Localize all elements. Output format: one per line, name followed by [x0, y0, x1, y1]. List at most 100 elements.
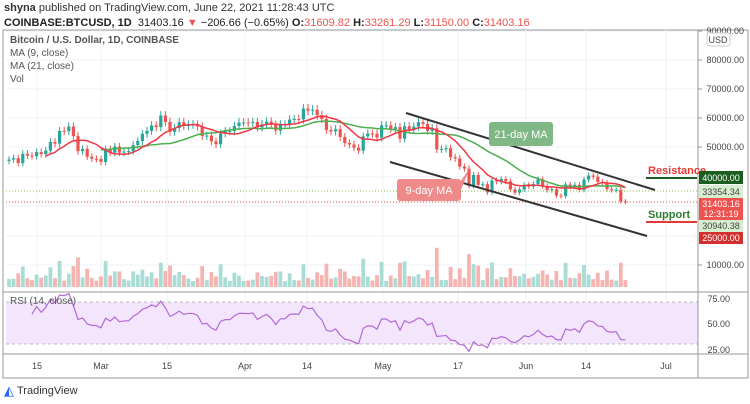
- candle: [559, 195, 563, 197]
- volume-bar: [66, 273, 71, 287]
- candle: [44, 150, 48, 155]
- candle: [352, 144, 356, 148]
- volume-bar: [287, 273, 292, 287]
- volume-bar: [499, 276, 504, 287]
- volume-bar: [384, 281, 389, 287]
- legend-ma21[interactable]: MA (21, close): [10, 61, 74, 72]
- volume-bar: [191, 281, 195, 287]
- x-tick-label: Mar: [93, 361, 109, 371]
- volume-bar: [34, 274, 39, 287]
- last-price: 31403.16: [702, 199, 740, 209]
- volume-bar: [227, 281, 232, 287]
- volume-bar: [540, 270, 545, 287]
- volume-bar: [246, 280, 251, 287]
- candle: [320, 115, 324, 119]
- volume-bar: [324, 263, 329, 287]
- candle: [462, 166, 466, 169]
- legend-ma9[interactable]: MA (9, close): [10, 48, 69, 59]
- volume-bar: [30, 280, 34, 287]
- legend-rsi[interactable]: RSI (14, close): [10, 296, 77, 307]
- rsi-tick-label: 25.00: [707, 345, 730, 355]
- volume-bar: [352, 276, 356, 287]
- volume-bar: [319, 275, 324, 287]
- volume-bar: [204, 280, 209, 287]
- support-label: Support: [648, 209, 690, 221]
- y-tick-label: 80000.00: [706, 55, 744, 65]
- candle: [297, 119, 301, 120]
- lower-trendline[interactable]: [389, 161, 648, 237]
- candle: [347, 143, 351, 145]
- volume-bar: [89, 277, 94, 287]
- candle: [228, 131, 232, 133]
- volume-bar: [480, 280, 485, 287]
- candle: [324, 119, 328, 131]
- volume-bar: [421, 278, 425, 287]
- candle: [205, 135, 209, 137]
- volume-bar: [361, 258, 366, 287]
- volume-bar: [605, 270, 609, 287]
- tradingview-logo-icon: ◭: [4, 383, 14, 398]
- candle: [265, 121, 269, 125]
- candle: [7, 159, 11, 161]
- candle: [58, 130, 62, 144]
- legend-vol[interactable]: Vol: [10, 74, 24, 85]
- candle: [196, 124, 200, 127]
- rsi-line: [31, 292, 626, 353]
- ma9-callout-text: 9-day MA: [405, 185, 453, 197]
- volume-bar: [310, 279, 315, 287]
- candle: [104, 149, 108, 162]
- volume-bar: [508, 268, 513, 287]
- volume-bar: [503, 277, 508, 287]
- volume-bar: [292, 280, 297, 287]
- rsi-band: [6, 302, 698, 344]
- volume-bar: [568, 277, 573, 287]
- volume-bar: [195, 277, 200, 287]
- ma21-callout-text: 21-day MA: [494, 129, 548, 141]
- candle: [536, 179, 540, 184]
- x-tick-label: 17: [453, 361, 463, 371]
- candle: [145, 130, 149, 134]
- candle: [242, 122, 246, 124]
- volume-bar: [223, 277, 228, 287]
- candle: [140, 133, 144, 142]
- volume-bar: [117, 271, 122, 287]
- volume-bar: [614, 280, 619, 287]
- volume-bar: [48, 267, 53, 287]
- candle: [467, 168, 471, 186]
- candle: [393, 127, 397, 129]
- candle: [154, 125, 158, 128]
- candle: [232, 125, 236, 132]
- candle: [219, 133, 223, 145]
- candle: [444, 148, 448, 150]
- ma9-callout: [397, 179, 461, 201]
- candle: [545, 185, 549, 191]
- candle: [108, 149, 112, 153]
- volume-bar: [131, 271, 136, 287]
- volume-bar: [172, 275, 177, 287]
- candle: [62, 130, 66, 132]
- tradingview-logo[interactable]: ◭ TradingView: [4, 383, 78, 398]
- volume-bar: [57, 261, 62, 287]
- candle: [623, 201, 627, 203]
- support-price: 25000.00: [702, 233, 740, 243]
- upper-trendline[interactable]: [405, 112, 656, 191]
- candle: [343, 136, 347, 144]
- volume-bar: [333, 277, 338, 287]
- candle: [334, 129, 338, 132]
- volume-bar: [572, 278, 577, 287]
- candle: [94, 158, 98, 160]
- candle: [485, 184, 489, 193]
- volume-bar: [186, 278, 191, 287]
- candle: [16, 158, 20, 164]
- x-tick-label: 15: [162, 361, 172, 371]
- volume-bar: [163, 271, 168, 287]
- volume-bar: [600, 280, 605, 287]
- candle: [315, 109, 319, 116]
- volume-bar: [430, 276, 435, 287]
- candle: [564, 184, 568, 197]
- volume-bar: [306, 277, 310, 287]
- candle: [582, 179, 586, 190]
- volume-bar: [43, 275, 48, 287]
- candle: [591, 175, 595, 177]
